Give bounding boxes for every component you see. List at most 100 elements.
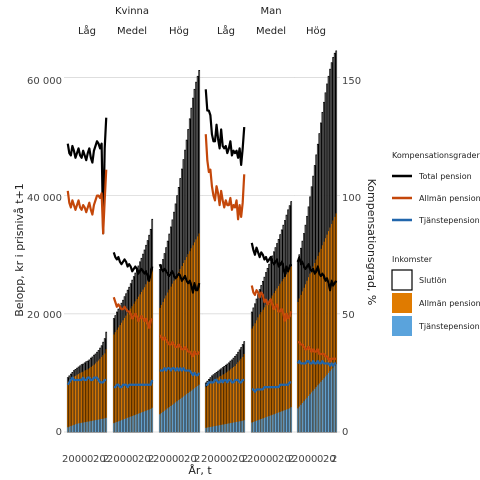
bar-allman (186, 257, 188, 432)
line-tjanste (251, 381, 292, 393)
bar-allman (114, 332, 116, 432)
bar-allman (102, 355, 104, 432)
x-tick-p6: 0 (317, 454, 323, 465)
x-tick-p4: 0 (226, 454, 232, 465)
bar-tjanste (187, 393, 189, 432)
bar-tjanste (114, 422, 116, 432)
bar-tjanste (151, 407, 153, 432)
line-tjanste (159, 367, 201, 377)
bar-tjanste (228, 423, 230, 432)
bar-tjanste (133, 415, 135, 432)
bar-allman (282, 278, 284, 432)
bar-allman (190, 248, 192, 432)
bar-tjanste (198, 384, 200, 432)
bar-tjanste (148, 409, 150, 432)
bar-allman (93, 364, 95, 432)
bar-tjanste (239, 421, 241, 432)
bar-allman (160, 304, 162, 432)
bar-tjanste (113, 423, 115, 432)
bar-allman (139, 294, 141, 432)
bar-tjanste (301, 403, 303, 432)
bar-allman (101, 356, 103, 432)
bar-allman (217, 377, 219, 432)
bar-tjanste (70, 426, 72, 432)
x-tick-p1: 0 (81, 454, 87, 465)
bar-tjanste (252, 421, 254, 432)
bar-allman (321, 245, 323, 432)
bar-tjanste (320, 381, 322, 432)
bar-allman (76, 374, 78, 432)
bar-allman (315, 259, 317, 432)
bar-allman (150, 275, 152, 432)
x-tick-p6: 0 (311, 454, 317, 465)
bar-allman (105, 349, 107, 432)
x-tick-p1: 20 (93, 454, 106, 465)
bar-allman (67, 381, 69, 432)
bar-allman (122, 320, 124, 432)
bar-tjanste (124, 419, 126, 432)
bar-allman (251, 328, 253, 432)
bar-allman (236, 364, 238, 432)
bar-allman (257, 317, 259, 432)
legend-bars: Inkomster Slutlön Allmän pension Tjänste… (391, 255, 480, 336)
bar-allman (173, 280, 175, 432)
bar-allman (231, 368, 233, 432)
line-allman (204, 134, 246, 221)
bar-tjanste (290, 407, 292, 432)
bar-allman (229, 369, 231, 432)
bar-allman (73, 376, 75, 432)
x-tick-p1: 2 (103, 454, 109, 465)
bar-allman (334, 216, 336, 432)
bar-allman (192, 245, 194, 432)
bar-allman (309, 273, 311, 432)
bar-allman (274, 290, 276, 432)
bar-tjanste (219, 425, 221, 432)
x-tick-p6: 2 (331, 454, 337, 465)
bar-tjanste (297, 408, 299, 432)
bar-allman (262, 309, 264, 432)
x-tick-p4: 200 (201, 454, 220, 465)
legend-bar-slutlon-label: Slutlön (419, 276, 447, 285)
bar-allman (242, 356, 244, 432)
bar-allman (285, 274, 287, 432)
bar-tjanste (104, 418, 106, 432)
bar-allman (219, 376, 221, 432)
bar-tjanste (160, 413, 162, 432)
bar-tjanste (117, 421, 119, 432)
bar-allman (195, 239, 197, 432)
bar-allman (178, 271, 180, 432)
bar-allman (306, 280, 308, 432)
bar-allman (74, 375, 76, 432)
bar-tjanste (181, 397, 183, 432)
line-allman (158, 334, 201, 358)
bar-allman (278, 286, 280, 432)
x-tick-p2: 200 (107, 454, 126, 465)
x-tick-p3: 200 (153, 454, 172, 465)
legend-line-total-label: Total pension (418, 172, 472, 181)
bar-tjanste (271, 414, 273, 432)
bar-tjanste (274, 413, 276, 432)
line-tjanste (296, 359, 337, 367)
bar-allman (239, 360, 241, 432)
bar-allman (70, 378, 72, 432)
bar-tjanste (232, 422, 234, 432)
bar-allman (317, 255, 319, 432)
bar-tjanste (147, 410, 149, 432)
bars (66, 50, 338, 433)
x-tick-p5: 200 (247, 454, 266, 465)
line-total (250, 242, 293, 278)
x-tick-p5: 0 (272, 454, 278, 465)
y-right-tick-0: 0 (342, 427, 348, 438)
bar-allman (164, 298, 166, 432)
bar-tjanste (208, 427, 210, 432)
bar-tjanste (236, 421, 238, 432)
bar-tjanste (127, 417, 129, 432)
bar-tjanste (251, 422, 253, 432)
bar-allman (303, 287, 305, 432)
bar-tjanste (323, 378, 325, 432)
bar-allman (314, 263, 316, 432)
y-left-tick-1: 20 000 (27, 310, 62, 321)
line-tjanste (113, 379, 154, 389)
bar-allman (318, 252, 320, 432)
bar-tjanste (329, 371, 331, 432)
